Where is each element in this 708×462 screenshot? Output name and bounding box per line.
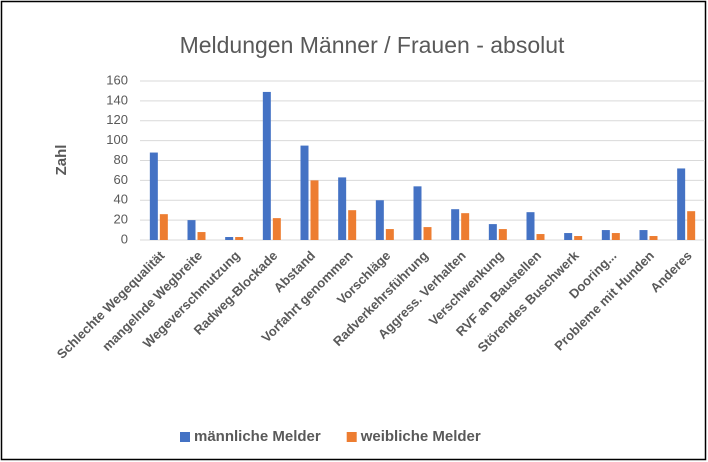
bar	[423, 227, 432, 240]
bar	[611, 233, 620, 240]
y-tick-label: 160	[106, 72, 128, 87]
bar	[235, 237, 244, 240]
y-tick-label: 0	[121, 231, 128, 246]
bar	[601, 230, 610, 240]
bar	[225, 237, 234, 240]
y-tick-label: 80	[114, 152, 128, 167]
bar	[451, 209, 460, 240]
y-tick-label: 60	[114, 172, 128, 187]
bar	[413, 186, 422, 240]
bar	[272, 218, 281, 240]
bar	[197, 232, 206, 240]
y-tick-label: 20	[114, 212, 128, 227]
bar	[262, 91, 271, 241]
bar	[149, 152, 158, 240]
y-tick-label: 120	[106, 112, 128, 127]
bar	[639, 230, 648, 240]
chart-title: Meldungen Männer / Frauen - absolut	[180, 32, 565, 58]
legend-swatch	[180, 432, 190, 442]
y-tick-label: 40	[114, 192, 128, 207]
y-tick-label: 100	[106, 132, 128, 147]
legend-swatch	[346, 432, 357, 442]
bar	[649, 236, 658, 240]
bar	[375, 200, 384, 240]
bar	[159, 214, 168, 240]
bar	[338, 177, 347, 240]
y-axis-label: Zahl	[53, 145, 70, 176]
y-tick-label: 140	[106, 92, 128, 107]
bar	[461, 213, 470, 240]
bar	[677, 168, 686, 240]
bar	[348, 210, 357, 240]
bar	[536, 234, 545, 240]
bar	[498, 229, 507, 240]
bar	[574, 236, 583, 240]
bar	[488, 224, 497, 240]
bar	[300, 145, 309, 240]
legend-label: männliche Melder	[194, 428, 321, 445]
bar	[687, 211, 696, 240]
bar	[310, 180, 319, 240]
bar	[564, 233, 573, 240]
bar	[526, 212, 535, 240]
bar	[385, 229, 394, 240]
legend-label: weibliche Melder	[360, 428, 481, 445]
bar	[187, 220, 196, 240]
